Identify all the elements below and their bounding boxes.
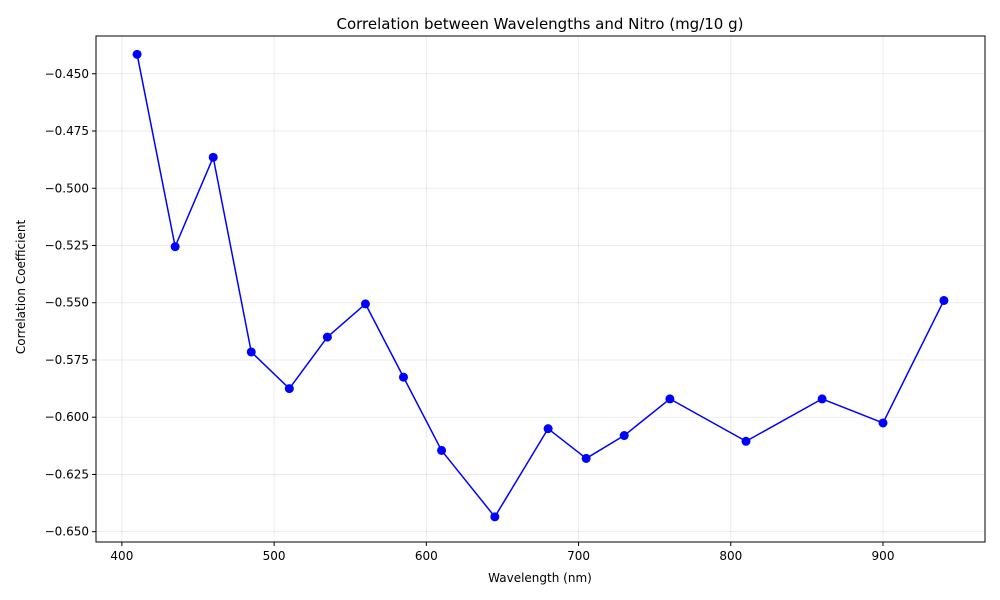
y-tick-label: −0.550 — [45, 296, 89, 310]
data-point — [132, 49, 142, 59]
x-tick-label: 600 — [415, 549, 438, 563]
x-tick-label: 800 — [719, 549, 742, 563]
x-tick-label: 700 — [567, 549, 590, 563]
data-point — [581, 453, 591, 463]
y-tick-label: −0.625 — [45, 467, 89, 481]
chart-title: Correlation between Wavelengths and Nitr… — [337, 15, 744, 33]
y-tick-label: −0.475 — [45, 124, 89, 138]
y-tick-label: −0.525 — [45, 238, 89, 252]
data-point — [284, 384, 294, 394]
plot-area-frame — [95, 35, 986, 543]
data-point — [322, 332, 332, 342]
data-point — [360, 299, 370, 309]
data-point — [817, 394, 827, 404]
y-tick-label: −0.600 — [45, 410, 89, 424]
y-tick-label: −0.650 — [45, 525, 89, 539]
y-tick-label: −0.500 — [45, 181, 89, 195]
y-tick-label: −0.450 — [45, 67, 89, 81]
x-axis-label: Wavelength (nm) — [488, 571, 592, 585]
grid-lines — [96, 36, 985, 542]
data-point — [543, 424, 553, 434]
data-point — [208, 152, 218, 162]
x-axis: 400 500 600 700 800 900 — [110, 542, 894, 563]
y-tick-label: −0.575 — [45, 353, 89, 367]
data-point — [665, 394, 675, 404]
x-tick-label: 500 — [263, 549, 286, 563]
data-point — [939, 295, 949, 305]
y-axis-label: Correlation Coefficient — [14, 220, 28, 355]
series-line — [136, 54, 945, 518]
data-point — [246, 347, 256, 357]
data-point — [170, 242, 180, 252]
data-series — [132, 49, 949, 522]
data-point — [619, 431, 629, 441]
data-point — [490, 512, 500, 522]
y-axis: −0.450 −0.475 −0.500 −0.525 −0.550 −0.575 −0.6… — [45, 67, 96, 539]
x-tick-label: 400 — [110, 549, 133, 563]
data-point — [437, 445, 447, 455]
data-point — [878, 418, 888, 428]
data-point — [398, 372, 408, 382]
x-tick-label: 900 — [872, 549, 895, 563]
data-point — [741, 436, 751, 446]
